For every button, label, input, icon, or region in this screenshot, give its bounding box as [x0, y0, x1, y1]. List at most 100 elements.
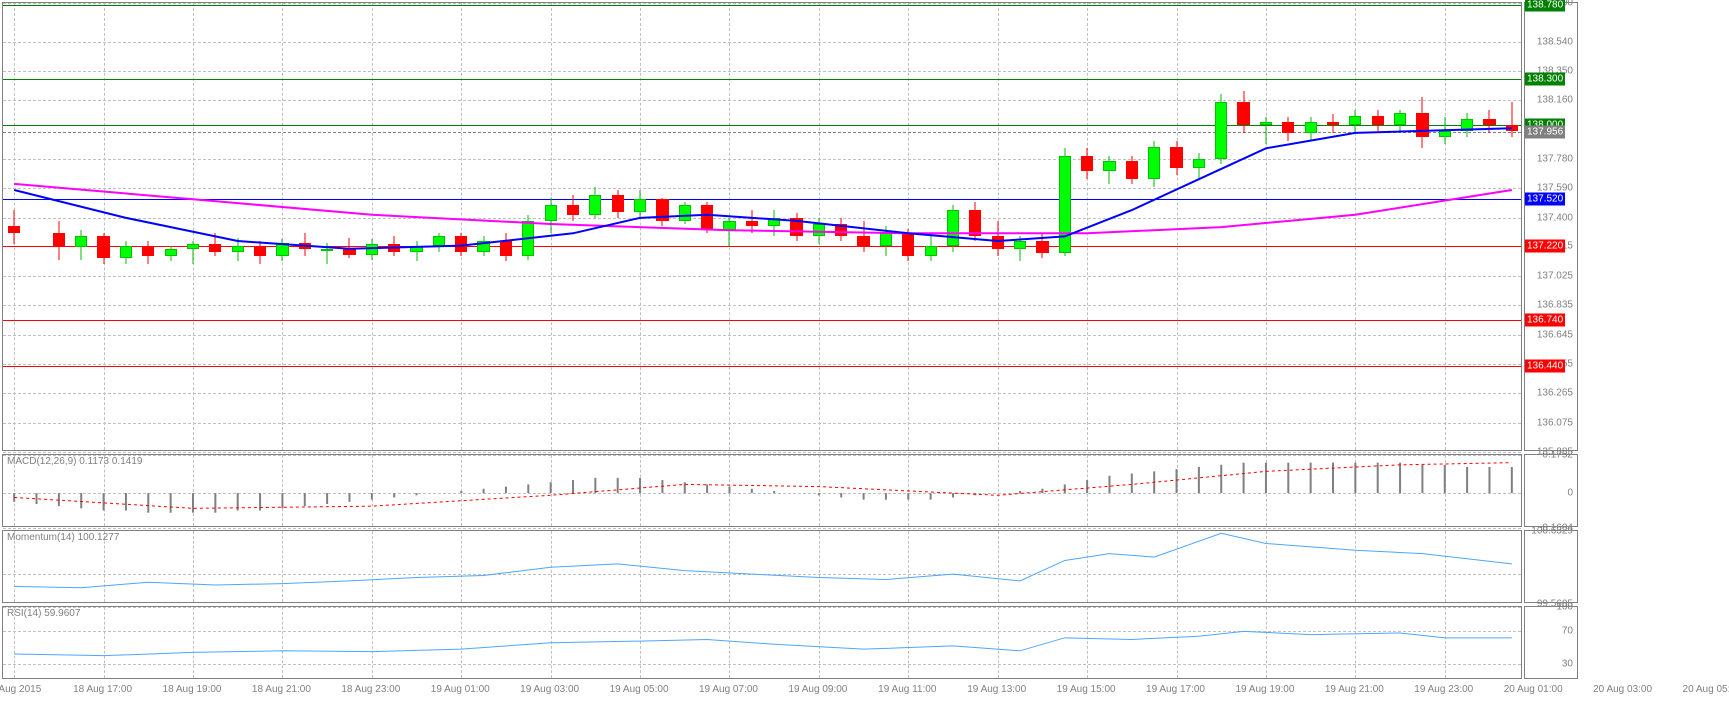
x-tick-label: 20 Aug 01:00	[1504, 684, 1563, 695]
candlestick	[1148, 3, 1160, 452]
candle-body	[254, 246, 266, 257]
candle-body	[75, 236, 87, 247]
time-x-axis: 18 Aug 201518 Aug 17:0018 Aug 19:0018 Au…	[2, 682, 1578, 722]
candle-body	[1416, 113, 1428, 138]
y-tick-label: 137.025	[1537, 270, 1573, 281]
x-tick-label: 19 Aug 13:00	[967, 684, 1026, 695]
macd-indicator-chart[interactable]: MACD(12,26,9) 0.1173 0.1419	[2, 454, 1522, 527]
y-tick-label: 137.780	[1537, 154, 1573, 165]
x-tick-label: 19 Aug 09:00	[788, 684, 847, 695]
candle-body	[925, 246, 937, 257]
candle-body	[1103, 161, 1115, 172]
candle-body	[545, 205, 557, 220]
price-level-tag: 138.780	[1525, 0, 1565, 11]
candlestick	[500, 3, 512, 452]
candle-body	[477, 241, 489, 252]
x-tick-label: 18 Aug 19:00	[163, 684, 222, 695]
candle-body	[1126, 161, 1138, 180]
candle-body	[8, 226, 20, 234]
candlestick	[1461, 3, 1473, 452]
candlestick	[1081, 3, 1093, 452]
candlestick	[120, 3, 132, 452]
momentum-indicator-chart[interactable]: Momentum(14) 100.1277	[2, 530, 1522, 603]
main-price-chart[interactable]	[2, 2, 1522, 451]
candle-body	[299, 243, 311, 249]
candle-body	[723, 221, 735, 230]
grid-vertical	[1087, 607, 1088, 678]
candle-body	[1372, 116, 1384, 125]
candlestick	[1170, 3, 1182, 452]
candlestick	[254, 3, 266, 452]
candle-body	[209, 244, 221, 252]
rsi-indicator-chart[interactable]: RSI(14) 59.9607	[2, 606, 1522, 679]
candle-body	[1059, 156, 1071, 253]
grid-vertical	[1177, 455, 1178, 526]
y-tick-label: 138.160	[1537, 95, 1573, 106]
grid-vertical	[908, 455, 909, 526]
candlestick	[1416, 3, 1428, 452]
y-tick-label: 100.6329	[1531, 526, 1573, 537]
candlestick	[589, 3, 601, 452]
candlestick	[902, 3, 914, 452]
candlestick	[746, 3, 758, 452]
price-level-tag: 137.220	[1525, 239, 1565, 252]
grid-vertical	[1445, 455, 1446, 526]
grid-horizontal	[3, 452, 1521, 453]
grid-vertical	[998, 531, 999, 602]
x-tick-label: 18 Aug 23:00	[341, 684, 400, 695]
grid-vertical	[193, 531, 194, 602]
candlestick	[679, 3, 691, 452]
grid-vertical	[461, 531, 462, 602]
candle-body	[902, 233, 914, 256]
candlestick	[1506, 3, 1518, 452]
candle-body	[835, 224, 847, 236]
price-level-tag: 137.520	[1525, 193, 1565, 206]
candle-body	[1014, 241, 1026, 249]
candle-body	[947, 210, 959, 246]
candlestick	[969, 3, 981, 452]
candle-body	[187, 244, 199, 249]
candlestick	[1103, 3, 1115, 452]
y-tick-label: 138.540	[1537, 36, 1573, 47]
y-tick-label: 136.265	[1537, 388, 1573, 399]
x-tick-label: 20 Aug 05:00	[1683, 684, 1729, 695]
candle-body	[53, 233, 65, 247]
candlestick	[1193, 3, 1205, 452]
candle-body	[120, 246, 132, 258]
x-tick-label: 19 Aug 11:00	[878, 684, 936, 695]
candlestick	[1439, 3, 1451, 452]
candle-body	[1305, 122, 1317, 133]
y-tick-label: 136.645	[1537, 329, 1573, 340]
candlestick	[1327, 3, 1339, 452]
grid-vertical	[193, 455, 194, 526]
candlestick	[1059, 3, 1071, 452]
candle-body	[522, 221, 534, 257]
candlestick	[1126, 3, 1138, 452]
candlestick	[1394, 3, 1406, 452]
grid-vertical	[551, 531, 552, 602]
candle-body	[992, 236, 1004, 248]
y-tick-label: 30	[1562, 658, 1573, 669]
candlestick	[142, 3, 154, 452]
candlestick	[1014, 3, 1026, 452]
candle-body	[656, 199, 668, 221]
candlestick	[880, 3, 892, 452]
candle-body	[857, 236, 869, 245]
grid-vertical	[729, 455, 730, 526]
x-tick-label: 19 Aug 05:00	[610, 684, 669, 695]
candle-body	[1506, 125, 1518, 131]
candle-body	[679, 205, 691, 220]
main-chart-y-axis: 138.790138.540138.350138.160137.780137.5…	[1524, 2, 1578, 451]
macd-y-axis: 0.17520-0.1604	[1524, 454, 1578, 527]
candlestick	[1237, 3, 1249, 452]
candlestick	[656, 3, 668, 452]
candlestick	[790, 3, 802, 452]
candle-wick	[327, 243, 328, 265]
candle-body	[768, 218, 780, 226]
candlestick	[522, 3, 534, 452]
y-tick-label: 0.1752	[1542, 450, 1573, 461]
candle-body	[1260, 122, 1272, 125]
candle-body	[455, 236, 467, 251]
candlestick	[992, 3, 1004, 452]
candle-body	[165, 249, 177, 257]
